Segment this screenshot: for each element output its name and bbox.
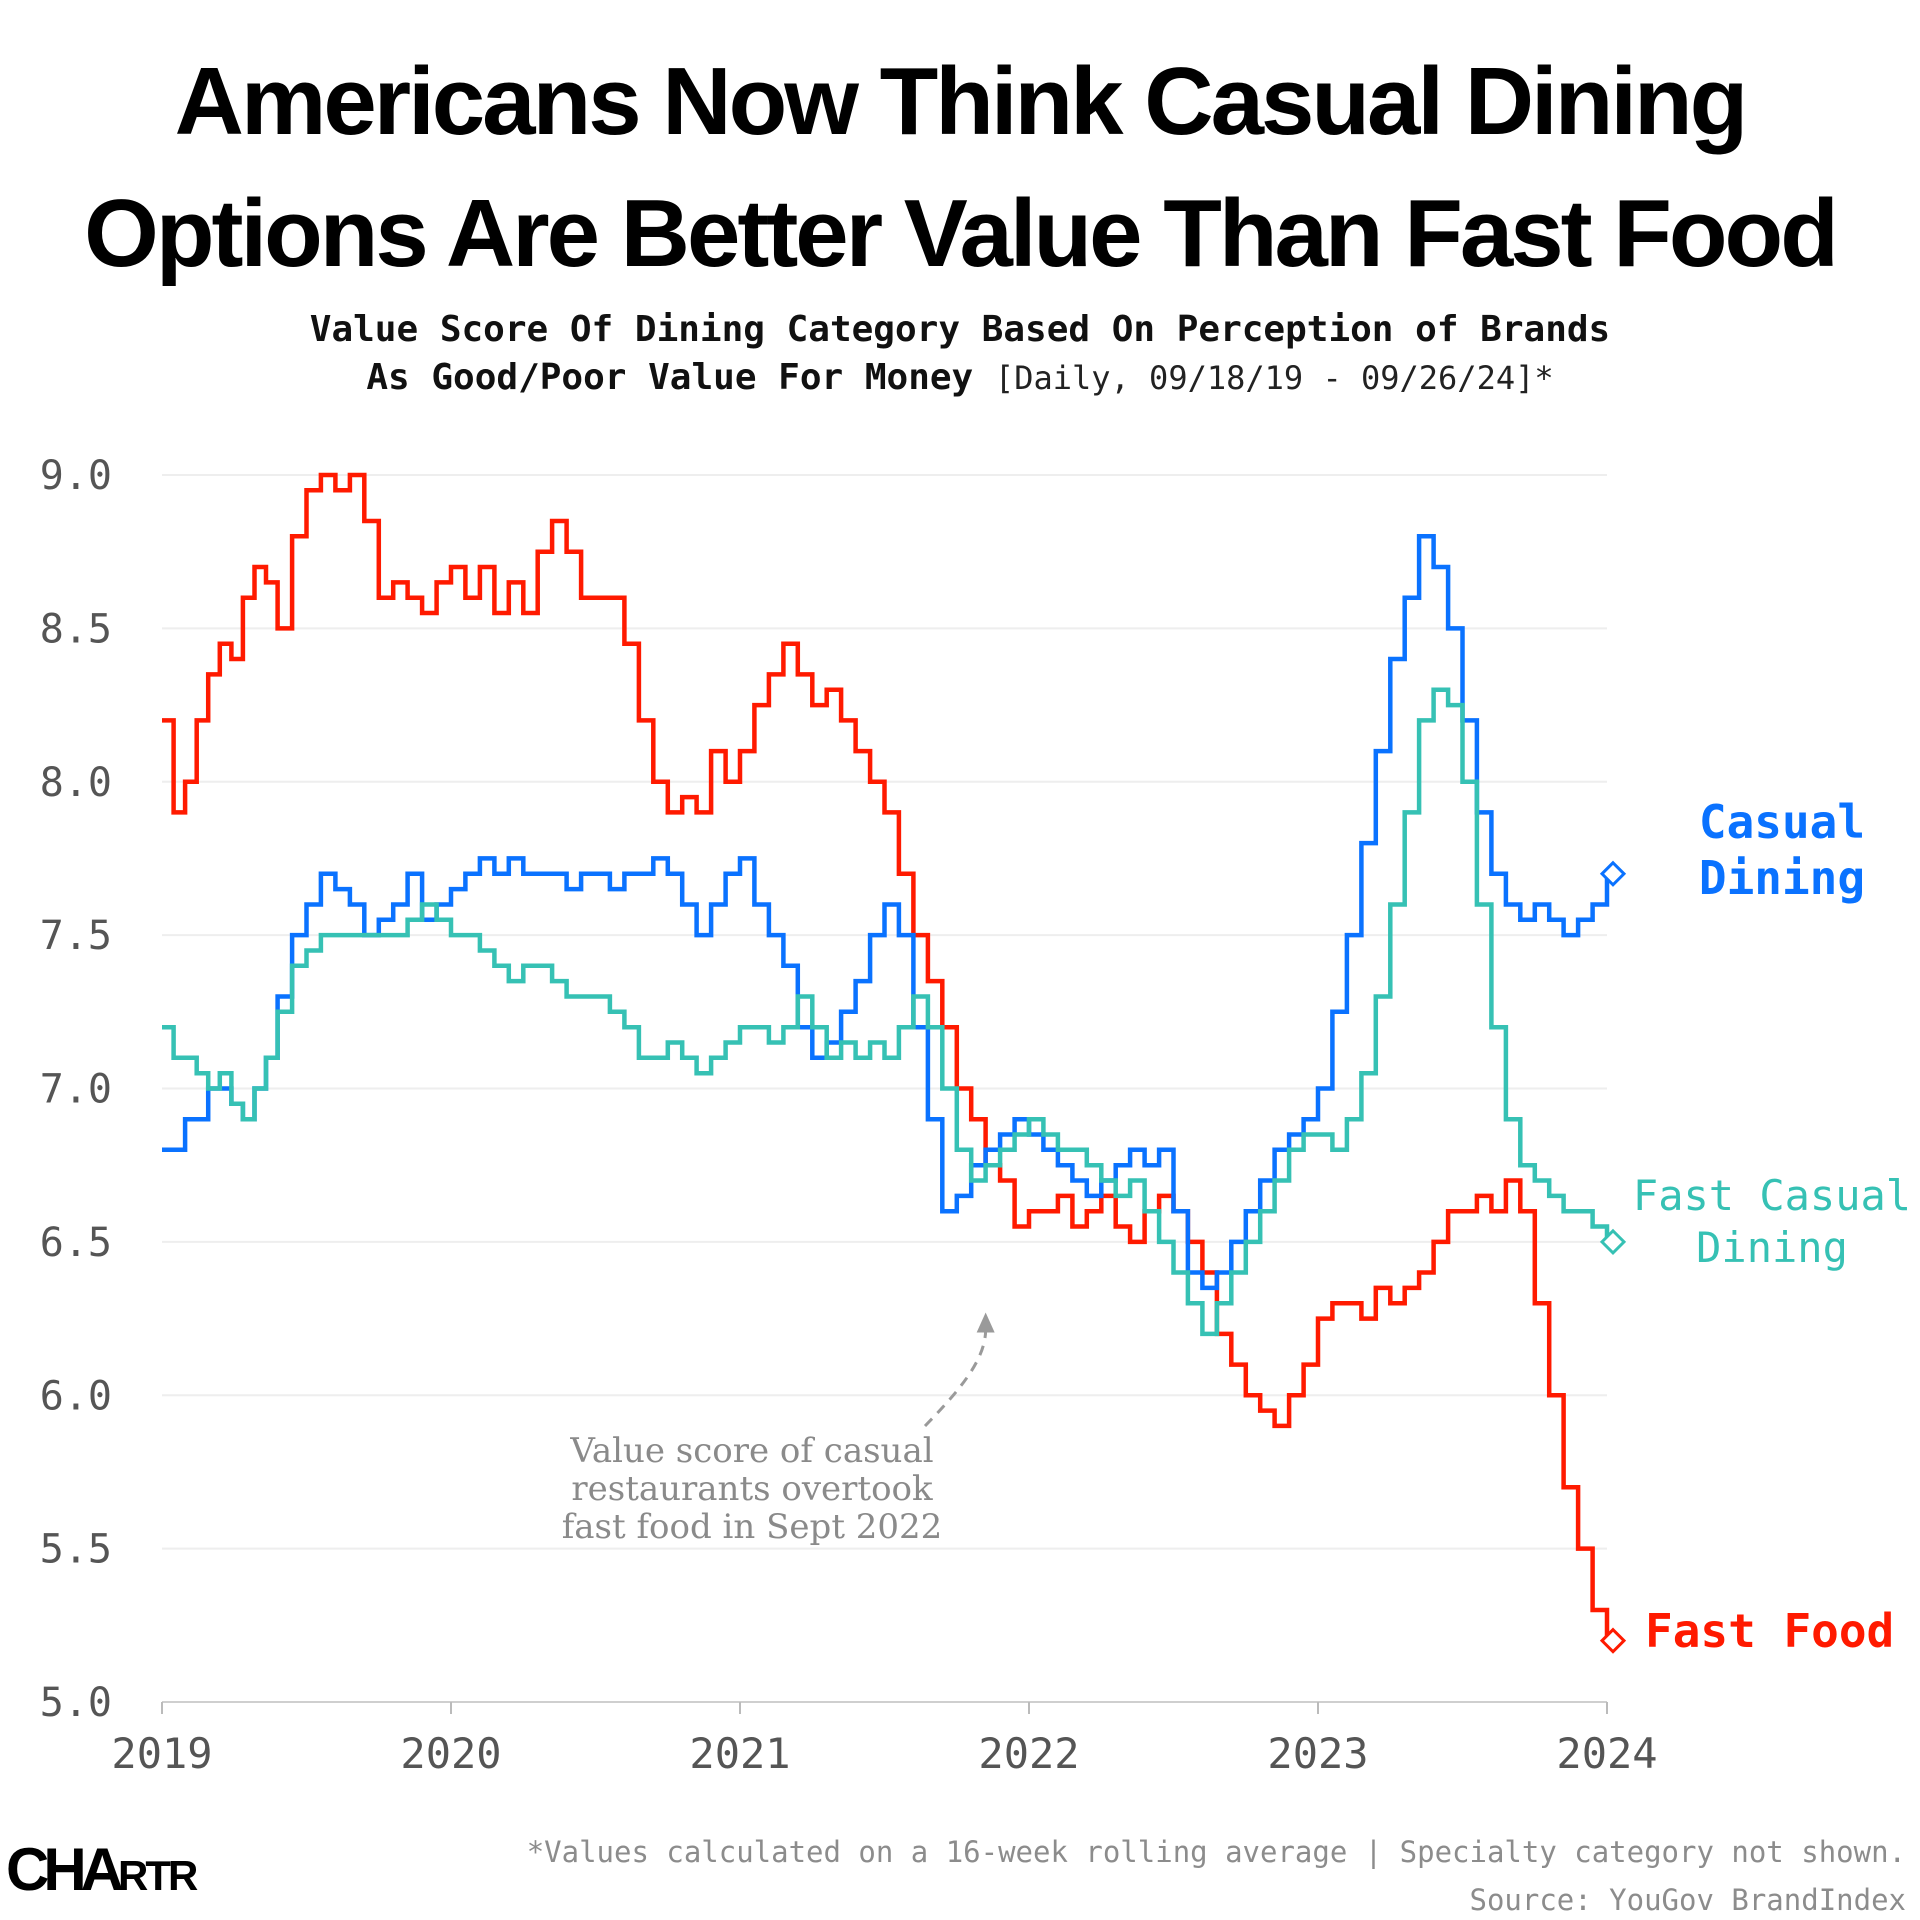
series-label-casual-dining: Casual	[1699, 795, 1865, 849]
y-tick-label: 5.0	[40, 1680, 112, 1726]
x-tick-label: 2019	[111, 1729, 212, 1778]
annotation-text: restaurants overtook	[571, 1469, 933, 1509]
end-marker-fast-casual-dining	[1599, 1228, 1627, 1255]
annotation-arrowhead	[976, 1312, 995, 1333]
x-tick-label: 2024	[1556, 1729, 1657, 1778]
series-layer	[162, 472, 1627, 1654]
series-label-casual-dining: Dining	[1699, 851, 1865, 905]
axis-layer: 5.0 5.5 6.0 6.5 7.0 7.5 8.0 8.5 9.0 2019 2020 2021 2…	[40, 453, 1658, 1778]
page-title-line-1: Americans Now Think Casual Dining	[174, 48, 1749, 155]
y-tick-label: 5.5	[40, 1527, 112, 1573]
y-tick-label: 8.5	[40, 606, 112, 652]
y-tick-label: 6.5	[40, 1220, 112, 1266]
series-label-fast-casual-dining: Fast Casual	[1633, 1171, 1911, 1220]
date-range: [Daily, 09/18/19 - 09/26/24]*	[994, 359, 1554, 397]
subtitle-line-2-text: As Good/Poor Value For Money	[366, 357, 974, 398]
annotation-arrow	[923, 1330, 988, 1428]
x-tick-label: 2022	[978, 1729, 1079, 1778]
y-tick-label: 9.0	[40, 453, 112, 499]
source-note: Source: YouGov BrandIndex	[1469, 1883, 1907, 1917]
y-tick-label: 7.5	[40, 913, 112, 959]
series-label-fast-food: Fast Food	[1645, 1604, 1894, 1658]
x-tick-label: 2021	[689, 1729, 790, 1778]
series-line-fast-food	[162, 472, 1610, 1641]
series-label-fast-casual-dining: Dining	[1696, 1223, 1848, 1272]
y-tick-label: 7.0	[40, 1067, 112, 1113]
chartr-logo: CHARTR	[6, 1840, 198, 1900]
annotation-text: fast food in Sept 2022	[562, 1507, 943, 1547]
annotation-text: Value score of casual	[569, 1431, 933, 1471]
grid-layer	[162, 474, 1607, 1550]
end-marker-casual-dining	[1599, 860, 1627, 887]
y-tick-label: 8.0	[40, 760, 112, 806]
end-marker-fast-food	[1599, 1627, 1627, 1654]
logo-big: CHA	[6, 1836, 124, 1903]
footnote: *Values calculated on a 16-week rolling …	[526, 1835, 1906, 1869]
page-title-line-2: Options Are Better Value Than Fast Food	[84, 180, 1839, 287]
y-tick-label: 6.0	[40, 1373, 112, 1419]
x-tick-label: 2023	[1267, 1729, 1368, 1778]
series-line-fast-casual-dining	[162, 687, 1610, 1337]
subtitle-line-2: As Good/Poor Value For Money [Daily, 09/…	[0, 360, 1920, 396]
logo-small: RTR	[118, 1852, 198, 1899]
series-line-casual-dining	[162, 534, 1610, 1291]
subtitle-line-1: Value Score Of Dining Category Based On …	[309, 309, 1611, 350]
x-tick-label: 2020	[400, 1729, 501, 1778]
